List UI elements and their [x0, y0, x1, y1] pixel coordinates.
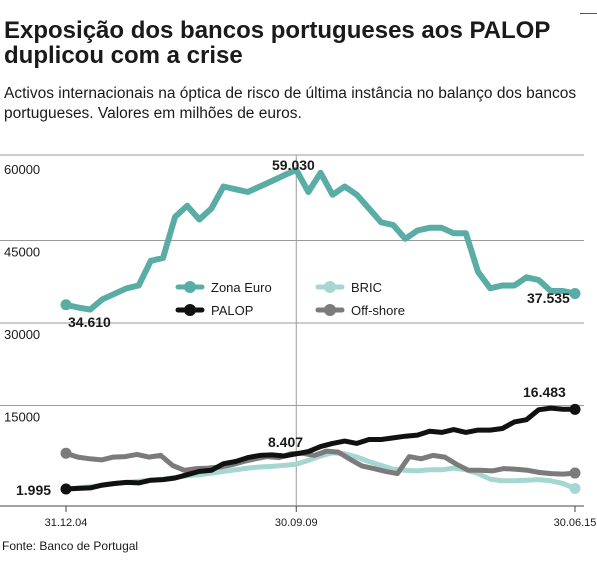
x-tick-label: 31.12.04 — [45, 517, 88, 529]
legend-swatch-dot — [324, 281, 336, 293]
y-tick-label: 60000 — [4, 162, 40, 177]
legend-swatch-dot — [184, 281, 196, 293]
data-label: 34.610 — [68, 314, 111, 330]
y-tick-label: 45000 — [4, 245, 40, 260]
legend-label: BRIC — [351, 280, 382, 295]
series-start-point-zona-euro — [60, 299, 72, 311]
series-end-point-palop — [569, 403, 581, 415]
series-line-zona-euro — [63, 167, 578, 313]
series-line-off-shore — [63, 448, 578, 477]
series-end-point-off-shore — [569, 467, 581, 479]
legend-label: Off-shore — [351, 303, 405, 318]
series-start-point-off-shore — [60, 447, 72, 459]
series-end-point-zona-euro — [569, 288, 581, 300]
top-rule — [580, 13, 597, 14]
data-label: 1.995 — [16, 482, 51, 498]
data-label: 37.535 — [527, 290, 570, 306]
legend-label: Zona Euro — [211, 280, 272, 295]
page-title: Exposição dos bancos portugueses aos PAL… — [4, 17, 550, 69]
series-end-point-bric — [569, 482, 581, 494]
series-line-palop — [63, 405, 578, 492]
x-tick-label: 30.06.15 — [554, 517, 597, 529]
source-note: Fonte: Banco de Portugal — [2, 539, 139, 553]
x-tick-label: 30.09.09 — [275, 517, 318, 529]
data-label: 59.030 — [272, 157, 315, 173]
legend-swatch-dot — [324, 304, 336, 316]
series-start-point-palop — [60, 483, 72, 495]
data-label: 16.483 — [523, 384, 566, 400]
data-label: 8.407 — [268, 434, 303, 450]
page-subtitle: Activos internacionais na óptica de risc… — [4, 85, 577, 122]
y-tick-label: 30000 — [4, 327, 40, 342]
legend-swatch-dot — [184, 304, 196, 316]
y-tick-label: 15000 — [4, 410, 40, 425]
legend-label: PALOP — [211, 303, 253, 318]
